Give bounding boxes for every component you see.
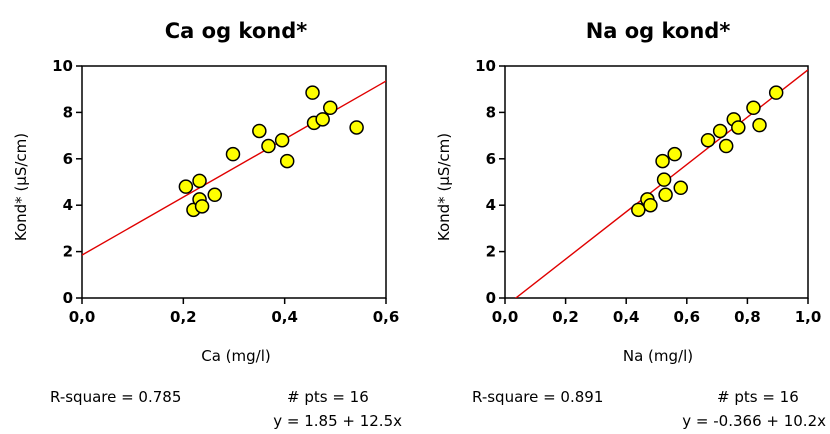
plot-frame <box>504 65 809 299</box>
chart-title: Na og kond* <box>586 19 731 43</box>
data-point <box>192 173 207 189</box>
x-tick-label: 0,4 <box>613 308 640 326</box>
y-tick-label: 4 <box>63 196 73 214</box>
x-tick-label: 0,0 <box>69 308 96 326</box>
data-point <box>261 138 276 154</box>
data-point <box>655 153 670 169</box>
x-tick-label: 0,8 <box>734 308 761 326</box>
y-tick-label: 0 <box>486 289 496 307</box>
r-square-text: R-square = 0.785 <box>50 388 181 406</box>
equation-text: y = -0.366 + 10.2x <box>682 412 826 430</box>
plot-area: 0 2 4 6 8 10 0,0 0,2 0,4 0,6 0,8 1,0 <box>475 57 821 326</box>
x-tick-label: 0,6 <box>373 308 400 326</box>
x-tick-label: 0,2 <box>552 308 579 326</box>
x-tick-label: 1,0 <box>795 308 822 326</box>
data-point <box>700 132 716 148</box>
y-tick-label: 6 <box>63 150 73 168</box>
y-tick-label: 0 <box>63 289 73 307</box>
y-tick-label: 8 <box>63 103 73 121</box>
data-point <box>712 123 728 139</box>
data-point <box>768 85 784 100</box>
data-point <box>252 123 267 139</box>
x-axis-label: Ca (mg/l) <box>201 347 271 365</box>
equation-text: y = 1.85 + 12.5x <box>273 412 402 430</box>
chart-title: Ca og kond* <box>165 19 307 43</box>
y-tick-label: 2 <box>63 243 73 261</box>
pts-text: # pts = 16 <box>287 388 369 406</box>
data-point <box>673 180 688 196</box>
x-tick-label: 0,6 <box>674 308 701 326</box>
data-point <box>178 179 194 194</box>
y-tick-label: 2 <box>486 243 496 261</box>
data-point <box>752 117 767 133</box>
data-point <box>656 172 672 187</box>
data-point <box>631 202 646 218</box>
plot-frame <box>81 65 387 299</box>
y-tick-label: 8 <box>486 103 496 121</box>
data-point <box>667 146 682 162</box>
y-tick-label: 10 <box>475 57 496 75</box>
data-point <box>643 197 658 213</box>
x-tick-label: 0,0 <box>492 308 519 326</box>
data-point <box>323 100 338 116</box>
data-point <box>746 100 761 116</box>
data-point <box>279 153 295 169</box>
data-point <box>315 112 330 127</box>
y-axis-label: Kond* (µS/cm) <box>12 133 30 241</box>
x-tick-label: 0,4 <box>271 308 298 326</box>
chart-na: Na og kond* 0 2 4 6 8 10 0,0 0,2 0,4 0,6 0,8 1,0 Na… <box>435 19 826 430</box>
x-tick-label: 0,2 <box>170 308 197 326</box>
data-point <box>718 138 734 154</box>
data-point <box>349 120 364 135</box>
data-point <box>194 199 210 214</box>
data-point <box>731 120 746 135</box>
r-square-text: R-square = 0.891 <box>472 388 603 406</box>
data-point <box>274 132 290 148</box>
chart-ca: Ca og kond* 0 2 4 6 8 10 0,0 0,2 0,4 0,6 Ca (mg/l… <box>12 19 402 430</box>
data-point <box>658 187 673 203</box>
plot-area: 0 2 4 6 8 10 0,0 0,2 0,4 0,6 <box>52 57 399 326</box>
pts-text: # pts = 16 <box>717 388 799 406</box>
y-axis-label: Kond* (µS/cm) <box>435 133 453 241</box>
data-point <box>225 146 241 162</box>
y-tick-label: 10 <box>52 57 73 75</box>
data-point <box>207 187 222 203</box>
y-tick-label: 4 <box>486 196 496 214</box>
data-point <box>305 85 320 100</box>
y-tick-label: 6 <box>486 150 496 168</box>
x-axis-label: Na (mg/l) <box>623 347 693 365</box>
